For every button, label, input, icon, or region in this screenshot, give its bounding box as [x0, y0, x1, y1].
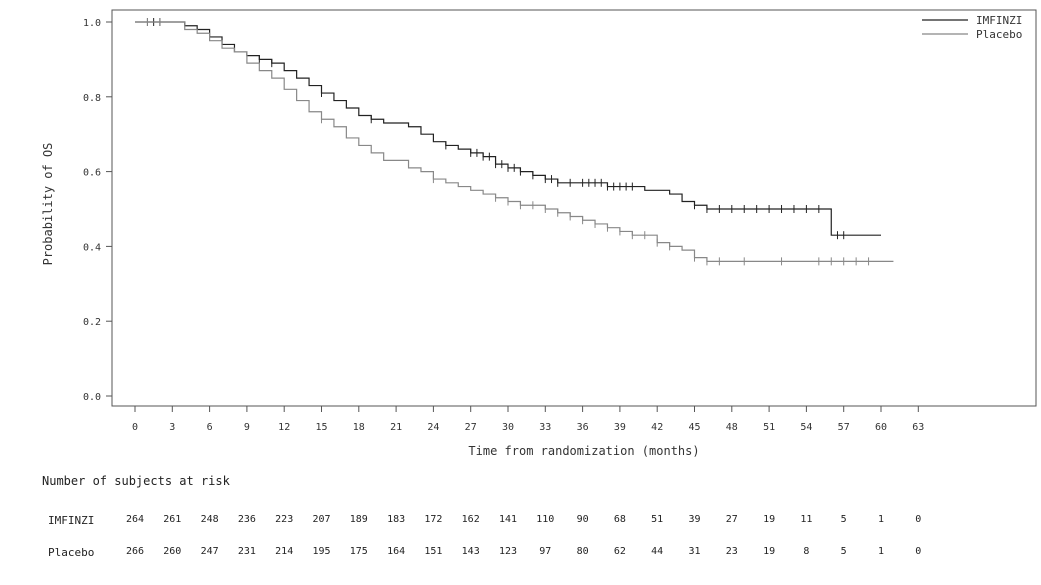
x-tick-label: 27: [465, 422, 477, 433]
km-survival-chart: 0.00.20.40.60.81.0 0 3 6 9 12 15 18 21 24 27 30 33 3…: [41, 9, 1037, 458]
risk-value-placebo: 247: [200, 546, 219, 557]
x-tick-label: 33: [539, 422, 551, 433]
risk-value-imfinzi: 51: [651, 514, 664, 525]
risk-value-imfinzi: 172: [424, 514, 443, 525]
risk-value-placebo: 31: [688, 546, 701, 557]
y-tick-label: 1.0: [83, 18, 101, 29]
plot-frame: [111, 9, 1037, 407]
risk-value-placebo: 231: [237, 546, 256, 557]
risk-value-placebo: 62: [613, 546, 626, 557]
risk-value-imfinzi: 183: [387, 514, 406, 525]
risk-value-imfinzi: 11: [800, 514, 813, 525]
x-tick-label: 57: [838, 422, 850, 433]
risk-row-label-placebo: Placebo: [48, 546, 95, 559]
x-tick-label: 30: [502, 422, 514, 433]
x-tick-label: 36: [577, 422, 589, 433]
risk-value-imfinzi: 141: [498, 514, 518, 525]
x-tick-label: 15: [315, 422, 327, 433]
risk-value-placebo: 80: [576, 546, 589, 557]
x-tick-label: 9: [244, 422, 250, 433]
x-tick-label: 48: [726, 422, 738, 433]
y-tick-label: 0.2: [83, 317, 101, 328]
x-tick-label: 0: [132, 422, 138, 433]
risk-value-imfinzi: 90: [576, 514, 589, 525]
series-layer: [135, 18, 894, 266]
x-tick-label: 54: [800, 422, 812, 433]
x-tick-label: 3: [169, 422, 175, 433]
risk-value-imfinzi: 1: [877, 514, 885, 525]
y-tick-label: 0.6: [83, 168, 101, 179]
x-tick-label: 18: [353, 422, 365, 433]
risk-value-placebo: 19: [763, 546, 776, 557]
y-tick-label: 0.0: [83, 392, 101, 403]
risk-value-placebo: 151: [424, 546, 443, 557]
x-tick-label: 12: [278, 422, 290, 433]
y-axis: 0.0 0.2 0.4 0.6 0.8 1.0: [83, 18, 112, 403]
y-tick-label: 0.8: [83, 93, 101, 104]
risk-value-imfinzi: 207: [312, 514, 331, 525]
x-tick-label: 39: [614, 422, 626, 433]
risk-value-imfinzi: 189: [349, 514, 368, 525]
risk-value-imfinzi: 110: [536, 514, 555, 525]
risk-value-placebo: 175: [349, 546, 368, 557]
survival-curve-placebo: [135, 21, 894, 262]
risk-value-placebo: 266: [125, 546, 145, 557]
x-tick-label: 42: [651, 422, 663, 433]
survival-curve-imfinzi: [135, 21, 881, 236]
risk-value-imfinzi: 236: [237, 514, 256, 525]
risk-value-placebo: 0: [915, 546, 922, 557]
risk-value-imfinzi: 68: [613, 514, 626, 525]
risk-value-placebo: 164: [387, 546, 406, 557]
x-axis: 0 3 6 9 12 15 18 21 24 27 30 33 36 39 42 45 48 51 54 57 60 63: [132, 406, 924, 433]
risk-row-label-imfinzi: IMFINZI: [48, 514, 95, 527]
risk-table-title: Number of subjects at risk: [42, 474, 230, 488]
legend: IMFINZI Placebo: [922, 14, 1022, 41]
y-axis-title: Probability of OS: [41, 143, 55, 266]
legend-label-placebo: Placebo: [976, 28, 1022, 41]
x-tick-label: 60: [875, 422, 887, 433]
x-tick-label: 63: [912, 422, 924, 433]
risk-value-imfinzi: 0: [915, 514, 922, 525]
x-axis-title: Time from randomization (months): [468, 444, 699, 458]
risk-value-placebo: 23: [725, 546, 738, 557]
y-tick-label: 0.4: [83, 242, 101, 253]
risk-value-placebo: 8: [803, 546, 810, 557]
risk-value-imfinzi: 223: [275, 514, 294, 525]
risk-value-placebo: 44: [651, 546, 664, 557]
risk-value-imfinzi: 19: [763, 514, 776, 525]
risk-value-imfinzi: 162: [461, 514, 480, 525]
risk-value-imfinzi: 5: [840, 514, 847, 525]
risk-value-placebo: 214: [275, 546, 294, 557]
risk-value-placebo: 97: [539, 546, 552, 557]
risk-value-placebo: 123: [498, 546, 518, 557]
x-tick-label: 6: [207, 422, 213, 433]
risk-value-placebo: 260: [163, 546, 182, 557]
x-tick-label: 21: [390, 422, 402, 433]
x-tick-label: 24: [427, 422, 439, 433]
risk-value-placebo: 5: [840, 546, 847, 557]
risk-value-placebo: 195: [312, 546, 331, 557]
x-tick-label: 51: [763, 422, 775, 433]
risk-value-imfinzi: 261: [163, 514, 182, 525]
x-tick-label: 45: [688, 422, 700, 433]
legend-label-imfinzi: IMFINZI: [976, 14, 1022, 27]
risk-value-imfinzi: 39: [688, 514, 701, 525]
risk-value-placebo: 1: [877, 546, 885, 557]
risk-value-imfinzi: 27: [725, 514, 738, 525]
risk-value-imfinzi: 264: [125, 514, 145, 525]
risk-value-placebo: 143: [461, 546, 480, 557]
risk-value-imfinzi: 248: [200, 514, 219, 525]
